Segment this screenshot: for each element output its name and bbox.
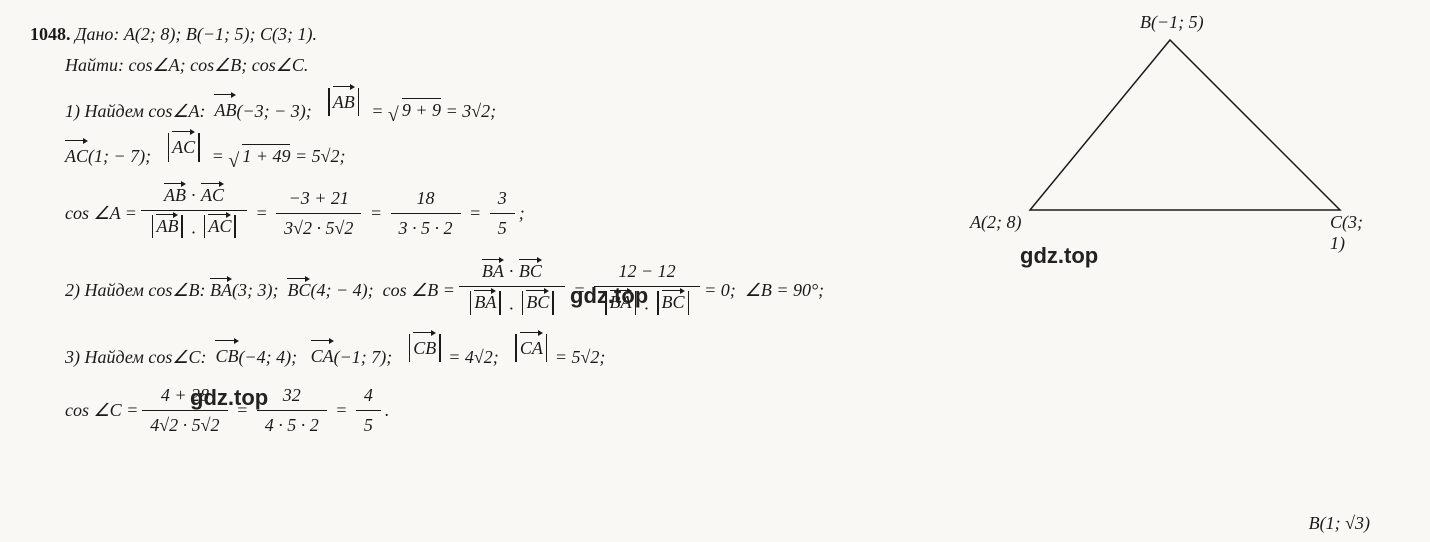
cosA-label: cos ∠A = [65, 203, 137, 224]
frac-cosC-2: 32 4 · 5 · 2 [257, 381, 327, 440]
frac-cosB-2: 12 − 12 BA · BC [594, 257, 700, 323]
extra-fragment: B(1; √3) [1309, 513, 1370, 534]
step1-label: 1) Найдем cos∠A: [65, 100, 205, 120]
frac-cosB-1: BA · BC BA · BC [459, 257, 565, 323]
sqrt-ab: 9 + 9 [388, 100, 441, 120]
abs-ac: AC [165, 133, 203, 162]
triangle-svg [1000, 10, 1380, 250]
sqrt-ac: 1 + 49 [228, 146, 290, 166]
given-label: Дано: [75, 24, 119, 44]
given-points: A(2; 8); B(−1; 5); C(3; 1). [124, 24, 317, 44]
step3-label: 3) Найдем cos∠C: [65, 346, 206, 366]
vertex-a-label: A(2; 8) [970, 212, 1021, 233]
find-label: Найти: [65, 55, 124, 75]
step3-line1: 3) Найдем cos∠C: CB(−4; 4); CA(−1; 7); C… [30, 334, 1400, 372]
vertex-b-label: B(−1; 5) [1140, 12, 1204, 33]
problem-number: 1048. [30, 24, 71, 44]
abs-ab: AB [325, 88, 362, 117]
ab-mag-result: = 3√2; [446, 100, 497, 120]
frac-cosA-2: −3 + 21 3√2 · 5√2 [276, 184, 361, 243]
frac-cosA-1: AB · AC AB · AC [141, 181, 247, 247]
find-text: cos∠A; cos∠B; cos∠C. [129, 55, 309, 75]
vertex-c-label: C(3; 1) [1330, 212, 1380, 254]
frac-cosA-4: 3 5 [490, 184, 515, 243]
vec-ac: AC [65, 142, 88, 171]
frac-cosA-3: 18 3 · 5 · 2 [391, 184, 461, 243]
step2-label: 2) Найдем cos∠B: [65, 280, 205, 301]
ab-coords: (−3; − 3); [236, 100, 311, 120]
triangle-figure: B(−1; 5) A(2; 8) C(3; 1) [1000, 10, 1380, 250]
ac-mag-result: = 5√2; [295, 146, 346, 166]
ac-coords: (1; − 7); [88, 146, 151, 166]
step3-cosC: cos ∠C = 4 + 28 4√2 · 5√2 = 32 4 · 5 · 2… [30, 381, 1400, 440]
frac-cosC-1: 4 + 28 4√2 · 5√2 [142, 381, 227, 440]
frac-cosC-3: 4 5 [356, 381, 381, 440]
triangle-shape [1030, 40, 1340, 210]
step2-row: 2) Найдем cos∠B: BA(3; 3); BC(4; − 4); c… [30, 257, 1400, 323]
vec-ab: AB [214, 96, 236, 125]
